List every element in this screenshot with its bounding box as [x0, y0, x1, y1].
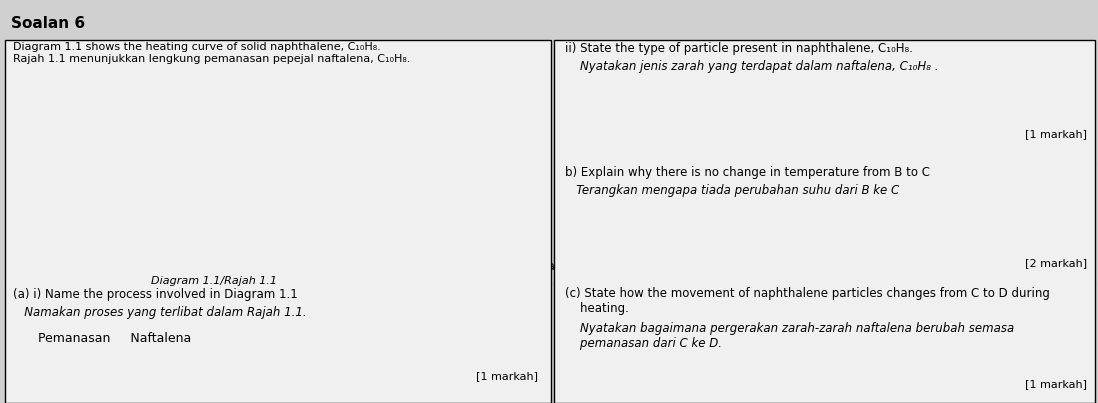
Text: Diagram 1.1/Rajah 1.1: Diagram 1.1/Rajah 1.1	[152, 276, 277, 286]
Text: Suhu °C: Suhu °C	[117, 46, 166, 58]
Text: C: C	[370, 155, 378, 168]
Text: Namakan proses yang terlibat dalam Rajah 1.1.: Namakan proses yang terlibat dalam Rajah…	[13, 306, 306, 319]
Text: Masa/ s: Masa/ s	[524, 260, 569, 272]
Text: [1 markah]: [1 markah]	[477, 371, 538, 381]
Text: T₀: T₀	[85, 209, 98, 222]
Text: [1 markah]: [1 markah]	[1026, 129, 1087, 139]
Text: A: A	[126, 222, 134, 235]
Text: b) Explain why there is no change in temperature from B to C: b) Explain why there is no change in tem…	[565, 166, 930, 179]
Text: Nyatakan bagaimana pergerakan zarah-zarah naftalena berubah semasa
    pemanasan: Nyatakan bagaimana pergerakan zarah-zara…	[565, 322, 1015, 350]
Text: B: B	[227, 124, 236, 137]
Text: ii) State the type of particle present in naphthalene, C₁₀H₈.: ii) State the type of particle present i…	[565, 42, 914, 55]
Text: [1 markah]: [1 markah]	[1026, 379, 1087, 389]
Text: Soalan 6: Soalan 6	[11, 16, 86, 31]
Text: Pemanasan     Naftalena: Pemanasan Naftalena	[38, 332, 192, 345]
Text: [2 markah]: [2 markah]	[1024, 258, 1087, 268]
Text: T₁: T₁	[85, 139, 98, 152]
Text: (c) State how the movement of naphthalene particles changes from C to D during
 : (c) State how the movement of naphthalen…	[565, 287, 1051, 315]
Text: Nyatakan jenis zarah yang terdapat dalam naftalena, C₁₀H₈ .: Nyatakan jenis zarah yang terdapat dalam…	[565, 60, 939, 73]
Text: (a) i) Name the process involved in Diagram 1.1: (a) i) Name the process involved in Diag…	[13, 288, 298, 301]
Text: D: D	[491, 68, 501, 81]
Text: Diagram 1.1 shows the heating curve of solid naphthalene, C₁₀H₈.
Rajah 1.1 menun: Diagram 1.1 shows the heating curve of s…	[13, 42, 411, 64]
Text: Terangkan mengapa tiada perubahan suhu dari B ke C: Terangkan mengapa tiada perubahan suhu d…	[565, 184, 899, 197]
